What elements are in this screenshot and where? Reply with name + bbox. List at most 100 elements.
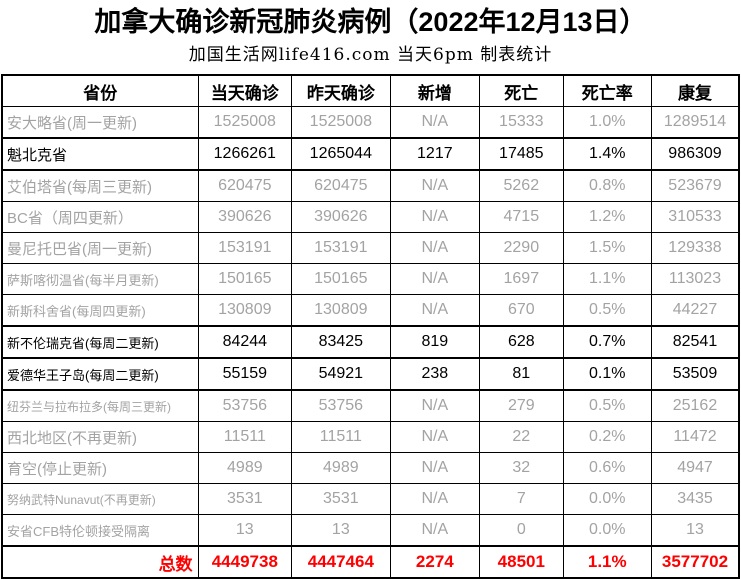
- cell-value: 81: [479, 357, 564, 391]
- cell-value: 13: [197, 514, 293, 547]
- cell-value: 150165: [291, 263, 391, 295]
- cell-value: 25162: [650, 389, 740, 422]
- cell-value: 0.5%: [562, 389, 652, 422]
- cell-value: 130809: [291, 294, 391, 327]
- cell-value: 7: [479, 483, 564, 515]
- header-row: 省份 当天确诊 昨天确诊 新增 死亡 死亡率 康复: [1, 74, 740, 107]
- cell-value: 11511: [197, 421, 293, 453]
- cell-province: 纽芬兰与拉布拉多(每周三更新): [1, 389, 199, 422]
- cell-province: 新不伦瑞克省(每周二更新): [1, 325, 199, 359]
- cell-value: 32: [479, 452, 564, 484]
- cell-value: 11472: [650, 421, 740, 453]
- cell-value: N/A: [389, 263, 481, 295]
- cell-value: 4989: [197, 452, 293, 484]
- cell-province: 萨斯喀彻温省(每半月更新): [1, 263, 199, 295]
- cell-value: 4447464: [291, 545, 391, 579]
- cell-value: N/A: [389, 169, 481, 202]
- cell-value: 130809: [197, 294, 293, 327]
- cell-value: 48501: [479, 545, 564, 579]
- cell-value: 0.5%: [562, 294, 652, 327]
- cell-value: 1.0%: [562, 106, 652, 139]
- column-header-new: 新增: [389, 74, 481, 107]
- cell-value: 620475: [197, 169, 293, 202]
- column-header-death-rate: 死亡率: [562, 74, 652, 107]
- cell-value: 3435: [650, 483, 740, 515]
- table-row: 安大略省(周一更新) 1525008 1525008 N/A 15333 1.0% 1289…: [1, 106, 740, 139]
- cell-value: 3577702: [650, 545, 740, 579]
- table-row: 曼尼托巴省(周一更新) 153191 153191 N/A 2290 1.5% 129338: [1, 232, 740, 264]
- cell-value: 83425: [291, 325, 391, 359]
- cell-value: 13: [291, 514, 391, 547]
- cell-value: 1.4%: [562, 137, 652, 171]
- cell-value: 670: [479, 294, 564, 327]
- cell-value: 1217: [389, 137, 481, 171]
- cell-province: 安大略省(周一更新): [1, 106, 199, 139]
- cell-value: 53509: [650, 357, 740, 391]
- cell-value: 5262: [479, 169, 564, 202]
- cell-value: N/A: [389, 294, 481, 327]
- cell-value: 54921: [291, 357, 391, 391]
- cell-province: 新斯科舍省(每周四更新): [1, 294, 199, 327]
- cell-value: 310533: [650, 201, 740, 233]
- cell-value: 82541: [650, 325, 740, 359]
- column-header-province: 省份: [1, 74, 199, 107]
- cell-value: 628: [479, 325, 564, 359]
- cell-value: 3531: [197, 483, 293, 515]
- cell-value: 0.0%: [562, 483, 652, 515]
- cell-value: 4947: [650, 452, 740, 484]
- cell-value: 55159: [197, 357, 293, 391]
- cell-value: N/A: [389, 106, 481, 139]
- cell-province: BC省（周四更新）: [1, 201, 199, 233]
- cell-value: N/A: [389, 201, 481, 233]
- table-row: 爱德华王子岛(每周二更新) 55159 54921 238 81 0.1% 53509: [1, 357, 740, 391]
- total-label: 总数: [1, 545, 199, 579]
- cell-value: 0.7%: [562, 325, 652, 359]
- table-row: 安省CFB特伦顿接受隔离 13 13 N/A 0 0.0% 13: [1, 514, 740, 547]
- cell-value: N/A: [389, 514, 481, 547]
- cell-value: 1289514: [650, 106, 740, 139]
- cell-value: 819: [389, 325, 481, 359]
- table-row: BC省（周四更新） 390626 390626 N/A 4715 1.2% 310533: [1, 201, 740, 233]
- cell-value: 4989: [291, 452, 391, 484]
- cell-value: 1266261: [197, 137, 293, 171]
- cell-province: 曼尼托巴省(周一更新): [1, 232, 199, 264]
- table-row: 新不伦瑞克省(每周二更新) 84244 83425 819 628 0.7% 82541: [1, 325, 740, 359]
- cell-province: 爱德华王子岛(每周二更新): [1, 357, 199, 391]
- cell-value: 390626: [197, 201, 293, 233]
- cell-province: 艾伯塔省(每周三更新): [1, 169, 199, 202]
- table-row: 纽芬兰与拉布拉多(每周三更新) 53756 53756 N/A 279 0.5% 25162: [1, 389, 740, 422]
- cell-value: 22: [479, 421, 564, 453]
- cell-value: 15333: [479, 106, 564, 139]
- cell-value: 523679: [650, 169, 740, 202]
- cell-value: 53756: [291, 389, 391, 422]
- table-body: 安大略省(周一更新) 1525008 1525008 N/A 15333 1.0% 1289…: [1, 106, 740, 579]
- cell-province: 安省CFB特伦顿接受隔离: [1, 514, 199, 547]
- column-header-yesterday: 昨天确诊: [291, 74, 391, 107]
- cell-province: 努纳武特Nunavut(不再更新): [1, 483, 199, 515]
- covid-stats-table: 省份 当天确诊 昨天确诊 新增 死亡 死亡率 康复 安大略省(周一更新) 1525…: [1, 74, 740, 579]
- cell-value: 390626: [291, 201, 391, 233]
- column-header-deaths: 死亡: [479, 74, 564, 107]
- table-row: 魁北克省 1266261 1265044 1217 17485 1.4% 986309: [1, 137, 740, 171]
- cell-value: N/A: [389, 452, 481, 484]
- cell-value: N/A: [389, 389, 481, 422]
- cell-value: N/A: [389, 232, 481, 264]
- table-row: 努纳武特Nunavut(不再更新) 3531 3531 N/A 7 0.0% 3435: [1, 483, 740, 515]
- cell-value: 13: [650, 514, 740, 547]
- cell-value: 0.8%: [562, 169, 652, 202]
- cell-value: N/A: [389, 483, 481, 515]
- cell-value: 4715: [479, 201, 564, 233]
- table-row: 萨斯喀彻温省(每半月更新) 150165 150165 N/A 1697 1.1% 1130…: [1, 263, 740, 295]
- column-header-recovered: 康复: [650, 74, 740, 107]
- cell-value: 129338: [650, 232, 740, 264]
- cell-value: 53756: [197, 389, 293, 422]
- cell-value: 0.6%: [562, 452, 652, 484]
- total-row: 总数 4449738 4447464 2274 48501 1.1% 3577702: [1, 545, 740, 579]
- cell-value: 113023: [650, 263, 740, 295]
- cell-value: 986309: [650, 137, 740, 171]
- cell-value: 1525008: [291, 106, 391, 139]
- table-row: 新斯科舍省(每周四更新) 130809 130809 N/A 670 0.5% 44227: [1, 294, 740, 327]
- cell-province: 西北地区(不再更新): [1, 421, 199, 453]
- table-row: 西北地区(不再更新) 11511 11511 N/A 22 0.2% 11472: [1, 421, 740, 453]
- cell-province: 魁北克省: [1, 137, 199, 171]
